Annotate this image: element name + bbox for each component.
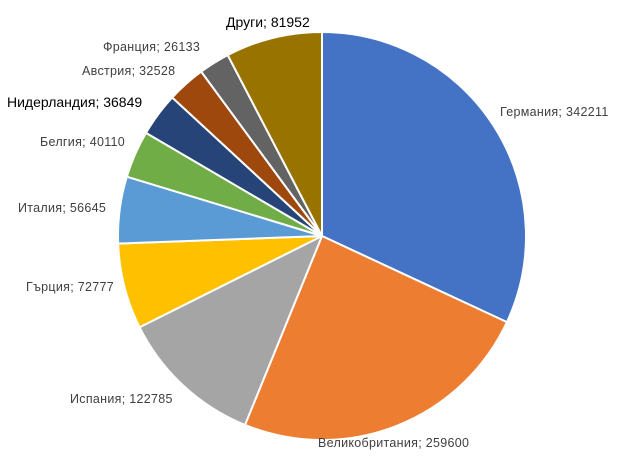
pie-slice-2 bbox=[243, 235, 508, 441]
pie-slice-label-4: Гърция; 72777 bbox=[26, 280, 114, 294]
pie-slice-label-9: Франция; 26133 bbox=[103, 40, 200, 54]
pie-slice-1 bbox=[321, 31, 527, 324]
pie-slice-label-7: Нидерландия; 36849 bbox=[7, 94, 142, 110]
pie-slice-10 bbox=[226, 31, 323, 237]
pie-slices bbox=[117, 31, 527, 441]
pie-labels: Германия; 342211 Великобритания; 259600 Ис… bbox=[7, 14, 609, 450]
pie-slice-label-10: Други; 81952 bbox=[226, 14, 310, 30]
pie-slice-label-2: Великобритания; 259600 bbox=[318, 436, 469, 450]
pie-slice-label-1: Германия; 342211 bbox=[500, 105, 609, 119]
pie-slice-label-5: Италия; 56645 bbox=[18, 201, 106, 215]
pie-slice-label-6: Белгия; 40110 bbox=[40, 135, 125, 149]
pie-slice-label-8: Австрия; 32528 bbox=[82, 64, 175, 78]
pie-slice-label-3: Испания; 122785 bbox=[70, 392, 173, 406]
pie-slice-3 bbox=[138, 235, 323, 426]
